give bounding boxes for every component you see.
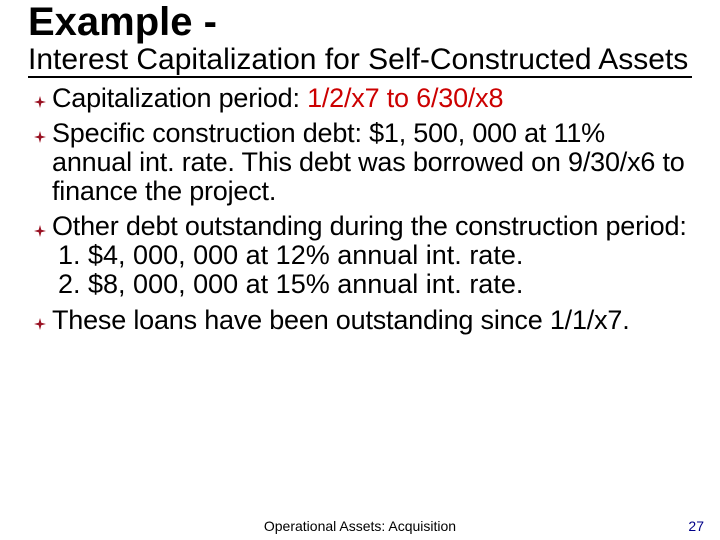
page-number: 27 xyxy=(688,518,704,534)
slide: Example - Interest Capitalization for Se… xyxy=(0,0,720,540)
diamond-bullet-icon xyxy=(34,212,52,240)
bullet-item: Capitalization period: 1/2/x7 to 6/30/x8 xyxy=(34,84,692,113)
slide-subtitle: Interest Capitalization for Self-Constru… xyxy=(28,44,692,76)
bullet-text: Specific construction debt: $1, 500, 000… xyxy=(52,119,692,206)
bullet-text: Other debt outstanding during the constr… xyxy=(52,212,687,241)
bullet-prefix: Capitalization period: xyxy=(52,83,307,113)
diamond-bullet-icon xyxy=(34,84,52,112)
footer-text: Operational Assets: Acquisition xyxy=(0,518,720,534)
diamond-bullet-icon xyxy=(34,119,52,147)
subline: 1. $4, 000, 000 at 12% annual int. rate. xyxy=(58,241,692,270)
bullet-text: Capitalization period: 1/2/x7 to 6/30/x8 xyxy=(52,84,503,113)
bullet-text: These loans have been outstanding since … xyxy=(52,306,630,335)
bullet-item: Specific construction debt: $1, 500, 000… xyxy=(34,119,692,206)
bullet-item: These loans have been outstanding since … xyxy=(34,306,692,335)
bullet-item: Other debt outstanding during the constr… xyxy=(34,212,692,241)
content-area: Capitalization period: 1/2/x7 to 6/30/x8… xyxy=(28,84,692,335)
slide-title: Example - xyxy=(28,0,692,42)
subline: 2. $8, 000, 000 at 15% annual int. rate. xyxy=(58,270,692,299)
bullet-sublines: 1. $4, 000, 000 at 12% annual int. rate.… xyxy=(34,241,692,299)
diamond-bullet-icon xyxy=(34,306,52,334)
period-highlight: 1/2/x7 to 6/30/x8 xyxy=(307,83,503,113)
